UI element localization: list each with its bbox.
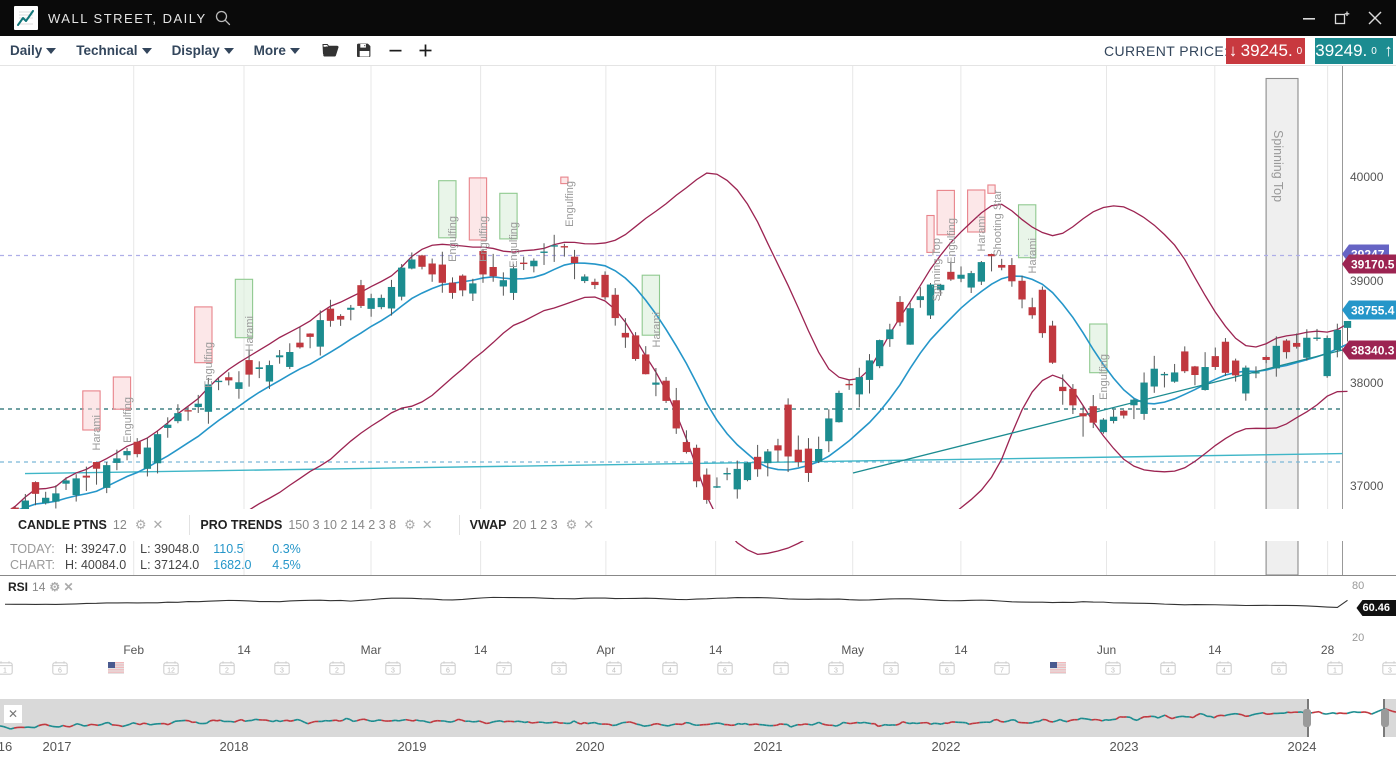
svg-text:6: 6 [446, 668, 450, 675]
svg-text:12: 12 [167, 668, 175, 675]
svg-text:3: 3 [557, 668, 561, 675]
svg-text:4: 4 [1166, 668, 1170, 675]
svg-text:3: 3 [1388, 668, 1392, 675]
svg-text:4: 4 [1222, 668, 1226, 675]
svg-text:1: 1 [779, 668, 783, 675]
svg-text:1: 1 [3, 668, 7, 675]
svg-text:3: 3 [889, 668, 893, 675]
svg-text:6: 6 [1277, 668, 1281, 675]
svg-text:2: 2 [225, 668, 229, 675]
svg-text:3: 3 [391, 668, 395, 675]
svg-text:2: 2 [335, 668, 339, 675]
svg-text:4: 4 [668, 668, 672, 675]
svg-text:7: 7 [502, 668, 506, 675]
svg-text:6: 6 [58, 668, 62, 675]
svg-text:3: 3 [834, 668, 838, 675]
svg-text:1: 1 [1333, 668, 1337, 675]
svg-text:3: 3 [1111, 668, 1115, 675]
svg-text:3: 3 [280, 668, 284, 675]
svg-text:6: 6 [945, 668, 949, 675]
svg-text:4: 4 [612, 668, 616, 675]
svg-text:7: 7 [1000, 668, 1004, 675]
svg-text:6: 6 [723, 668, 727, 675]
